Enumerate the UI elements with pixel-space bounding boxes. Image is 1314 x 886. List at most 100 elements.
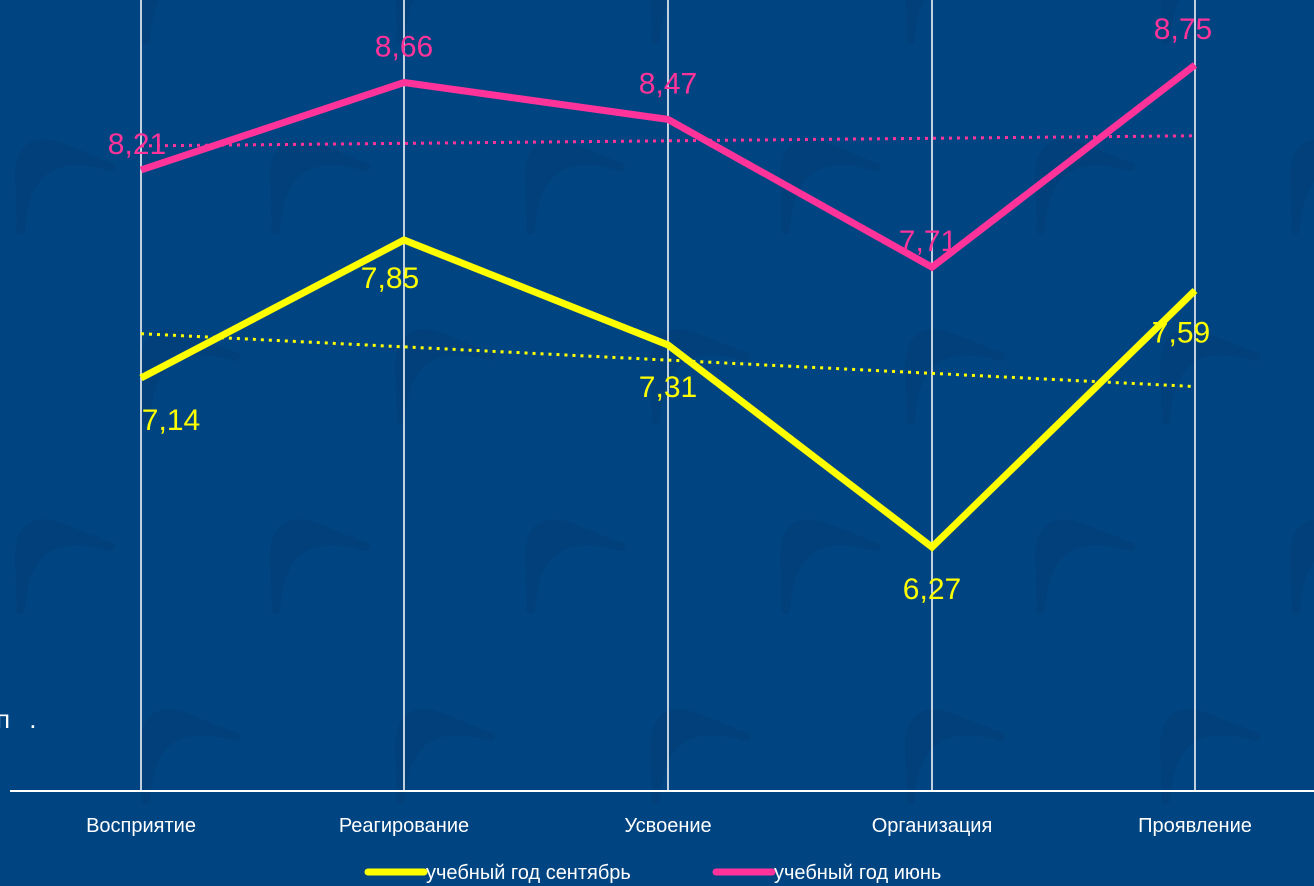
watermark-logo xyxy=(139,0,241,45)
legend-label: учебный год сентябрь xyxy=(426,862,631,884)
watermark-stroke xyxy=(524,139,585,191)
watermark-stroke xyxy=(1291,536,1314,615)
watermark-stroke xyxy=(906,0,1006,45)
category-labels: Восприятие Реагирование Усвоение Организаци… xyxy=(86,815,1252,837)
watermark-logo xyxy=(14,519,116,615)
watermark-stroke xyxy=(396,0,496,45)
watermark-stroke xyxy=(395,0,482,30)
stray-text: п . xyxy=(0,704,43,734)
watermark-stroke xyxy=(395,720,482,790)
watermark-logo xyxy=(904,0,1006,45)
watermark-stroke xyxy=(395,0,469,16)
watermark-stroke xyxy=(269,139,330,191)
watermark-stroke xyxy=(139,709,200,761)
watermark-stroke xyxy=(905,720,992,790)
watermark-stroke xyxy=(15,145,89,206)
watermark-stroke xyxy=(651,0,751,45)
watermark-stroke xyxy=(1160,0,1247,30)
watermark-stroke xyxy=(525,145,599,206)
watermark-stroke xyxy=(270,145,344,206)
watermark-stroke xyxy=(16,536,116,615)
watermark-stroke xyxy=(269,519,330,571)
watermark-stroke xyxy=(780,525,854,586)
watermark-stroke xyxy=(270,150,357,220)
watermark-logo xyxy=(1159,329,1261,425)
watermark-stroke xyxy=(1161,346,1261,425)
series-lines xyxy=(139,62,1198,552)
watermark-stroke xyxy=(15,150,102,220)
watermark-stroke xyxy=(650,720,737,790)
watermark-stroke xyxy=(15,525,89,586)
data-label: 7,31 xyxy=(639,371,697,404)
watermark-stroke xyxy=(396,726,496,805)
watermark-stroke xyxy=(1160,340,1247,410)
watermark-stroke xyxy=(394,329,455,381)
watermark-logo xyxy=(524,519,626,615)
watermark-logo xyxy=(649,709,751,805)
watermark-stroke xyxy=(141,0,241,45)
gridlines xyxy=(140,0,1196,791)
watermark-logo xyxy=(1034,519,1136,615)
category-label: Усвоение xyxy=(624,815,711,837)
watermark-stroke xyxy=(779,139,840,191)
watermark-stroke xyxy=(904,329,965,381)
watermark-stroke xyxy=(905,335,979,396)
data-label: 8,21 xyxy=(108,128,166,161)
watermark-stroke xyxy=(141,726,241,805)
watermark-stroke xyxy=(14,139,75,191)
watermark-stroke xyxy=(649,709,710,761)
watermark-stroke xyxy=(650,0,724,16)
watermark-logo xyxy=(904,329,1006,425)
data-label: 8,75 xyxy=(1154,13,1212,46)
watermark-logo xyxy=(139,709,241,805)
watermark-stroke xyxy=(1289,519,1314,571)
watermark-stroke xyxy=(1161,0,1261,45)
watermark-stroke xyxy=(1035,530,1122,600)
watermark-stroke xyxy=(525,530,612,600)
data-labels: 7,14 7,85 7,31 6,27 7,59 8,21 8,66 8,47 7,71 8,75 xyxy=(108,13,1212,606)
watermark-logo xyxy=(394,329,496,425)
watermark-stroke xyxy=(781,156,881,235)
watermark-stroke xyxy=(650,715,724,776)
watermark-stroke xyxy=(15,530,102,600)
watermark-logo xyxy=(394,0,496,45)
watermark-stroke xyxy=(1160,0,1234,16)
watermark-logo xyxy=(649,0,751,45)
watermark-stroke xyxy=(395,715,469,776)
watermark-stroke xyxy=(1289,139,1314,191)
watermark-stroke xyxy=(396,346,496,425)
watermark-stroke xyxy=(1159,709,1220,761)
watermark-stroke xyxy=(526,156,626,235)
watermark-logo xyxy=(14,139,116,235)
watermark-stroke xyxy=(1160,335,1234,396)
watermark-stroke xyxy=(905,0,992,30)
watermark-logo xyxy=(904,709,1006,805)
data-label: 7,85 xyxy=(361,262,419,295)
watermark-stroke xyxy=(140,715,214,776)
watermark-stroke xyxy=(1291,156,1314,235)
watermark-stroke xyxy=(651,726,751,805)
series-line-2 xyxy=(139,62,1198,272)
watermark-stroke xyxy=(1160,715,1234,776)
watermark-stroke xyxy=(525,150,612,220)
watermark-stroke xyxy=(1290,525,1314,586)
watermark-stroke xyxy=(395,335,469,396)
watermark-stroke xyxy=(394,709,455,761)
watermark-stroke xyxy=(271,156,371,235)
watermark-stroke xyxy=(1034,519,1095,571)
watermark-logo xyxy=(394,709,496,805)
watermark-stroke xyxy=(779,519,840,571)
watermark-stroke xyxy=(1159,329,1220,381)
data-label: 7,71 xyxy=(899,225,957,258)
series-line-1 xyxy=(139,236,1198,552)
data-label: 7,14 xyxy=(142,404,200,437)
category-label: Реагирование xyxy=(339,815,469,837)
watermark-stroke xyxy=(140,720,227,790)
data-label: 8,47 xyxy=(639,67,697,100)
watermark-stroke xyxy=(1036,536,1136,615)
legend-label: учебный год июнь xyxy=(774,862,941,884)
watermark-stroke xyxy=(906,726,1006,805)
watermark-stroke xyxy=(780,150,867,220)
